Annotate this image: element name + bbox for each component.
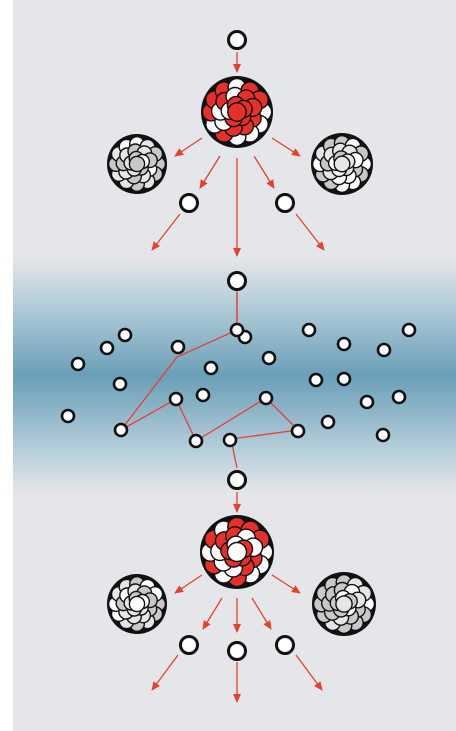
moderator-atom-icon — [336, 336, 352, 352]
moderator-atom-icon — [203, 360, 219, 376]
fissile-nucleus-icon — [200, 515, 274, 589]
moderator-atom-icon — [113, 422, 129, 438]
arrow-neutron-right-out-bottom — [295, 654, 323, 691]
fission-fragment-icon — [311, 133, 373, 195]
moderator-atom-icon — [170, 339, 186, 355]
arrow-neutron-left — [199, 155, 221, 189]
neutron-icon — [179, 635, 199, 655]
fission-fragment-icon — [312, 572, 376, 636]
moderator-atom-icon — [112, 376, 128, 392]
fission-fragment-icon-ball — [333, 155, 351, 173]
neutron-icon — [227, 641, 247, 661]
arrow-neutron-left-bottom — [202, 597, 223, 630]
neutron-icon — [227, 30, 247, 50]
moderator-atom-icon — [188, 433, 204, 449]
moderator-atom-icon — [375, 427, 391, 443]
neutron-icon — [275, 635, 295, 655]
arrow-neutron-left-out-bottom — [151, 654, 179, 691]
moderator-atom-icon — [195, 387, 211, 403]
fissile-nucleus-icon-ball — [227, 102, 247, 122]
moderator-atom-icon — [261, 350, 277, 366]
moderator-atom-icon — [301, 322, 317, 338]
arrow-neutron-right-bottom — [251, 597, 272, 630]
moderator-atom-icon — [401, 322, 417, 338]
arrow-fragment-left-bottom — [174, 574, 203, 594]
arrow-fragment-left — [174, 137, 203, 157]
arrow-neutron-left-out — [151, 213, 181, 251]
neutron-icon — [227, 470, 247, 490]
arrow-neutron-right-out — [295, 213, 325, 251]
arrow-neutron-right — [253, 155, 275, 189]
fission-fragment-icon — [107, 134, 167, 194]
moderator-atom-icon — [168, 391, 184, 407]
bottom-fission-arrows — [151, 574, 323, 703]
moderator-atom-icon — [99, 340, 115, 356]
fission-fragment-icon-ball — [335, 595, 353, 613]
moderator-atom-icon — [320, 414, 336, 430]
moderator-atom-icon — [70, 356, 86, 372]
arrow-fragment-right-bottom — [271, 574, 301, 594]
moderator-atom-icon — [222, 432, 238, 448]
neutron-icon — [179, 193, 199, 213]
neutron-icon — [275, 193, 295, 213]
neutron-scatter-path — [120, 281, 300, 469]
moderator-atom-icon — [336, 371, 352, 387]
top-fission-arrows — [151, 52, 325, 513]
fissile-nucleus-icon — [201, 76, 273, 148]
moderator-atom-icon — [229, 322, 245, 338]
fission-fragment-icon-ball — [128, 595, 146, 613]
moderator-atom-icon — [391, 389, 407, 405]
moderator-atom-icon — [308, 372, 324, 388]
fission-fragment-icon-ball — [128, 155, 146, 173]
moderator-atom-icon — [117, 327, 133, 343]
moderator-atom-icon — [376, 342, 392, 358]
fissile-nucleus-icon-ball — [226, 541, 248, 563]
neutron-icon — [227, 271, 247, 291]
fission-fragment-icon — [107, 574, 167, 634]
arrow-fragment-right — [271, 137, 301, 157]
moderator-atom-icon — [290, 423, 306, 439]
moderator-atom-icon — [359, 394, 375, 410]
moderator-atom-icon — [60, 408, 76, 424]
moderator-atom-icon — [258, 390, 274, 406]
